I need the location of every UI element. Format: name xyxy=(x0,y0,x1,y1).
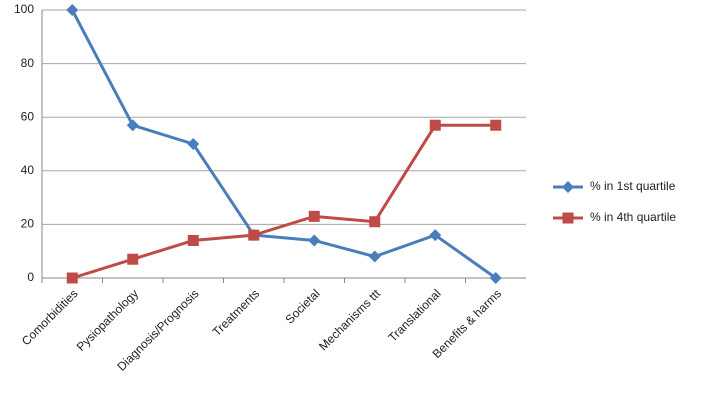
point xyxy=(248,229,260,241)
y-tick-label: 80 xyxy=(21,56,35,70)
point xyxy=(126,119,139,132)
point xyxy=(187,138,200,150)
y-tick-label: 0 xyxy=(27,270,34,284)
legend-marker xyxy=(562,181,574,193)
point xyxy=(368,250,381,263)
point xyxy=(429,119,441,131)
point xyxy=(490,119,502,131)
point xyxy=(429,229,442,242)
legend-label: % in 1st quartile xyxy=(590,179,676,193)
series-line xyxy=(71,123,496,280)
x-tick-label: Translational xyxy=(385,286,443,344)
x-tick-label: Comorbidities xyxy=(19,286,81,348)
y-tick-label: 60 xyxy=(21,109,35,123)
x-tick-label: Societal xyxy=(283,286,323,326)
legend-marker xyxy=(562,212,574,224)
point xyxy=(127,253,139,265)
x-tick-label: Pysiopathology xyxy=(74,286,141,353)
legend-label: % in 4th quartile xyxy=(590,210,676,224)
point xyxy=(66,4,79,16)
point xyxy=(308,234,321,247)
x-tick-label: Treatments xyxy=(210,286,263,339)
series-line xyxy=(70,9,497,280)
point xyxy=(489,272,502,284)
y-tick-label: 20 xyxy=(21,217,35,231)
x-tick-label: Mechanisms ttt xyxy=(316,286,383,353)
point xyxy=(308,210,320,222)
y-tick-label: 100 xyxy=(14,2,34,16)
point xyxy=(187,234,199,246)
y-tick-label: 40 xyxy=(21,163,35,177)
point xyxy=(369,216,381,228)
point xyxy=(66,272,78,284)
